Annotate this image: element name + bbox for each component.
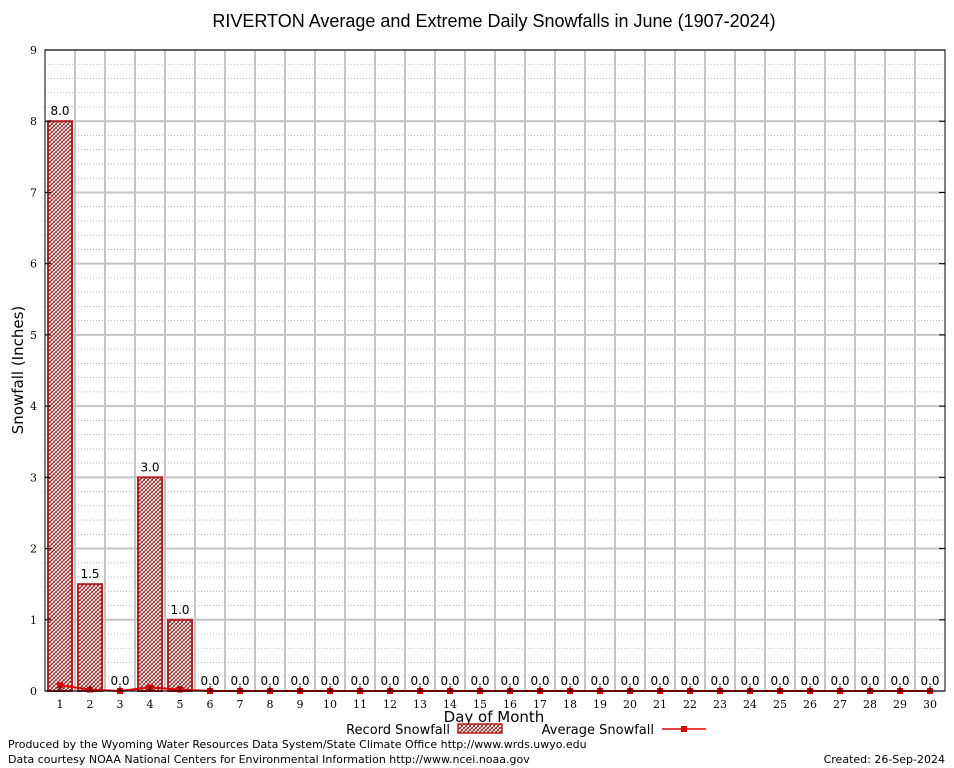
- x-tick-label: 15: [473, 698, 487, 711]
- bar-value-label: 0.0: [200, 674, 219, 688]
- x-tick-label: 20: [623, 698, 637, 711]
- x-tick-label: 6: [207, 698, 214, 711]
- bar-value-label: 3.0: [140, 460, 159, 474]
- legend-average-label: Average Snowfall: [542, 723, 654, 738]
- bar-value-label: 0.0: [440, 674, 459, 688]
- y-tick-label: 4: [30, 400, 37, 413]
- bar-value-label: 0.0: [500, 674, 519, 688]
- x-tick-label: 8: [267, 698, 274, 711]
- record-bar: [47, 120, 73, 692]
- bar-value-label: 1.0: [170, 603, 189, 617]
- footer-data-courtesy: Data courtesy NOAA National Centers for …: [8, 753, 530, 766]
- y-tick-label: 0: [30, 685, 37, 698]
- y-tick-label: 9: [30, 44, 37, 57]
- x-tick-label: 16: [503, 698, 517, 711]
- x-tick-label: 30: [923, 698, 937, 711]
- legend: Record Snowfall Average Snowfall: [346, 723, 706, 738]
- record-bar: [137, 476, 163, 693]
- x-tick-label: 24: [743, 698, 757, 711]
- y-tick-label: 2: [30, 543, 37, 556]
- bar-value-label: 0.0: [590, 674, 609, 688]
- bar-value-label: 1.5: [80, 567, 99, 581]
- legend-average-marker: [681, 726, 687, 732]
- x-tick-label: 25: [773, 698, 787, 711]
- x-tick-label: 1: [57, 698, 64, 711]
- bar-value-label: 0.0: [920, 674, 939, 688]
- x-tick-label: 12: [383, 698, 397, 711]
- x-tick-label: 4: [147, 698, 154, 711]
- x-tick-label: 17: [533, 698, 547, 711]
- record-bar: [167, 618, 193, 692]
- legend-record-label: Record Snowfall: [346, 723, 450, 738]
- x-tick-label: 27: [833, 698, 847, 711]
- bar-value-label: 0.0: [380, 674, 399, 688]
- x-tick-label: 3: [117, 698, 124, 711]
- x-tick-label: 2: [87, 698, 94, 711]
- x-tick-label: 21: [653, 698, 667, 711]
- x-axis-label: Day of Month: [444, 708, 545, 726]
- y-tick-label: 8: [30, 115, 37, 128]
- y-tick-label: 7: [30, 186, 37, 199]
- x-tick-label: 28: [863, 698, 877, 711]
- legend-record-swatch: [457, 723, 503, 734]
- x-tick-label: 13: [413, 698, 427, 711]
- bar-value-label: 0.0: [830, 674, 849, 688]
- bar-value-label: 0.0: [530, 674, 549, 688]
- y-tick-label: 3: [30, 471, 37, 484]
- bar-value-labels: 8.0 1.5 0.0 3.0 1.0 0.0 0.0 0.0 0.0 0.0 0.0 0.0 0.0 0…: [50, 104, 939, 688]
- footer-created: Created: 26-Sep-2024: [823, 753, 945, 766]
- footer-produced-by: Produced by the Wyoming Water Resources …: [8, 738, 587, 751]
- x-tick-label: 22: [683, 698, 697, 711]
- bar-value-label: 0.0: [710, 674, 729, 688]
- bar-value-label: 0.0: [680, 674, 699, 688]
- x-tick-label: 19: [593, 698, 607, 711]
- x-tick-label: 14: [443, 698, 457, 711]
- bar-value-label: 0.0: [110, 674, 129, 688]
- y-tick-label: 1: [30, 614, 37, 627]
- bar-value-label: 0.0: [740, 674, 759, 688]
- bar-value-label: 0.0: [620, 674, 639, 688]
- bar-value-label: 0.0: [650, 674, 669, 688]
- x-tick-label: 5: [177, 698, 184, 711]
- x-tick-label: 26: [803, 698, 817, 711]
- record-bar: [77, 583, 103, 693]
- x-tick-label: 23: [713, 698, 727, 711]
- bar-value-label: 0.0: [770, 674, 789, 688]
- x-tick-label: 29: [893, 698, 907, 711]
- grid: [45, 49, 945, 692]
- bar-value-label: 0.0: [890, 674, 909, 688]
- bar-value-label: 8.0: [50, 104, 69, 118]
- chart-title: RIVERTON Average and Extreme Daily Snowf…: [212, 11, 775, 31]
- bar-value-label: 0.0: [470, 674, 489, 688]
- y-axis-label: Snowfall (Inches): [9, 306, 27, 434]
- bar-value-label: 0.0: [260, 674, 279, 688]
- record-bars: [47, 120, 193, 693]
- bar-value-label: 0.0: [320, 674, 339, 688]
- bar-value-label: 0.0: [560, 674, 579, 688]
- bar-value-label: 0.0: [350, 674, 369, 688]
- x-tick-label: 18: [563, 698, 577, 711]
- average-point: [57, 682, 63, 689]
- bar-value-label: 0.0: [230, 674, 249, 688]
- y-tick-label: 6: [30, 258, 37, 271]
- x-tick-label: 11: [353, 698, 367, 711]
- bar-value-label: 0.0: [290, 674, 309, 688]
- x-tick-label: 10: [323, 698, 337, 711]
- bar-value-label: 0.0: [800, 674, 819, 688]
- x-tick-label: 7: [237, 698, 244, 711]
- bar-value-label: 0.0: [410, 674, 429, 688]
- plot-frame: [44, 49, 946, 692]
- bar-value-label: 0.0: [860, 674, 879, 688]
- x-tick-label: 9: [297, 698, 304, 711]
- y-tick-label: 5: [30, 329, 37, 342]
